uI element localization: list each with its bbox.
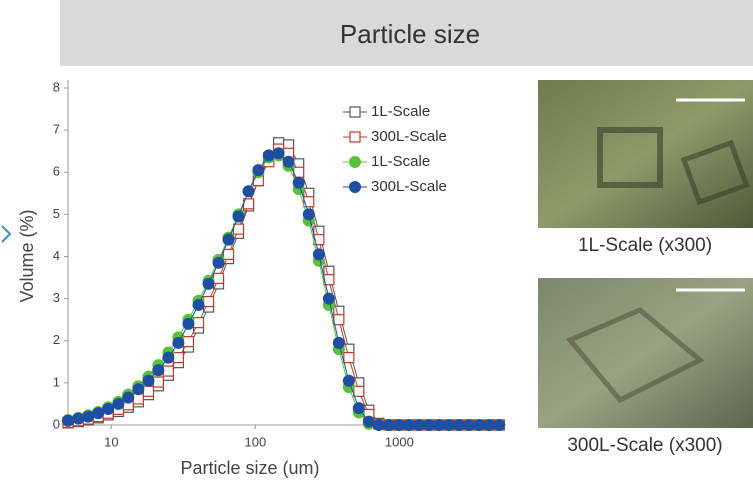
crystal bbox=[597, 127, 663, 188]
x-tick-label: 10 bbox=[104, 434, 118, 449]
point bbox=[132, 383, 145, 396]
y-tick-label: 3 bbox=[53, 290, 60, 305]
point bbox=[182, 335, 195, 348]
legend-label: 300L-Scale bbox=[371, 128, 447, 145]
point bbox=[162, 351, 175, 364]
point bbox=[473, 419, 486, 431]
point bbox=[202, 277, 215, 290]
x-tick-label: 100 bbox=[244, 434, 266, 449]
point bbox=[142, 374, 155, 387]
point bbox=[182, 317, 195, 330]
point bbox=[192, 298, 205, 311]
y-tick-label: 8 bbox=[53, 79, 60, 94]
legend-marker bbox=[349, 156, 361, 168]
image-caption: 300L-Scale (x300) bbox=[567, 435, 722, 456]
point bbox=[322, 292, 335, 305]
header-bar bbox=[60, 0, 753, 66]
point bbox=[152, 364, 165, 377]
point bbox=[142, 385, 155, 397]
legend-label: 1L-Scale bbox=[371, 153, 430, 170]
point bbox=[412, 419, 425, 431]
y-tick-label: 1 bbox=[53, 374, 60, 389]
y-tick-label: 4 bbox=[53, 248, 60, 263]
crystal bbox=[565, 307, 705, 404]
header-title: Particle size bbox=[340, 19, 480, 49]
point bbox=[232, 210, 245, 223]
point bbox=[132, 393, 144, 405]
point bbox=[453, 419, 466, 431]
point bbox=[342, 374, 355, 387]
point bbox=[192, 317, 205, 329]
micrograph bbox=[538, 80, 753, 228]
point bbox=[392, 419, 405, 431]
point bbox=[323, 274, 335, 286]
point bbox=[82, 410, 95, 423]
point bbox=[72, 412, 85, 425]
y-tick-label: 6 bbox=[53, 164, 60, 179]
point bbox=[333, 314, 345, 326]
x-tick-label: 1000 bbox=[385, 434, 414, 449]
point bbox=[242, 185, 255, 198]
legend-marker bbox=[349, 131, 361, 143]
point bbox=[382, 419, 395, 431]
point bbox=[252, 164, 265, 177]
point bbox=[272, 147, 285, 160]
point bbox=[262, 149, 275, 162]
point bbox=[423, 419, 436, 431]
point bbox=[112, 397, 125, 410]
legend-marker bbox=[349, 106, 361, 118]
point bbox=[463, 419, 476, 431]
point bbox=[92, 407, 105, 420]
point bbox=[362, 415, 375, 428]
point bbox=[372, 419, 385, 431]
legend-label: 300L-Scale bbox=[371, 178, 447, 195]
point bbox=[172, 352, 184, 364]
point bbox=[282, 155, 295, 168]
point bbox=[443, 419, 456, 431]
point bbox=[212, 256, 225, 269]
point bbox=[402, 419, 415, 431]
point bbox=[152, 376, 164, 388]
point bbox=[352, 402, 365, 415]
point bbox=[302, 208, 315, 221]
image-caption: 1L-Scale (x300) bbox=[578, 235, 712, 256]
point bbox=[172, 336, 185, 349]
point bbox=[433, 419, 446, 431]
y-axis-label: Volume (%) bbox=[17, 209, 37, 302]
point bbox=[493, 419, 506, 431]
y-tick-label: 7 bbox=[53, 122, 60, 137]
point bbox=[343, 352, 355, 364]
arrow bbox=[1, 225, 12, 243]
micrograph bbox=[538, 278, 753, 428]
point bbox=[483, 419, 496, 431]
point bbox=[292, 176, 305, 189]
point bbox=[332, 336, 345, 349]
point bbox=[62, 414, 74, 427]
y-tick-label: 5 bbox=[53, 206, 60, 221]
point bbox=[122, 391, 135, 404]
point bbox=[222, 233, 235, 246]
point bbox=[303, 196, 315, 208]
point bbox=[312, 248, 325, 261]
y-tick-label: 2 bbox=[53, 332, 60, 347]
x-axis-label: Particle size (um) bbox=[180, 458, 319, 478]
legend-label: 1L-Scale bbox=[371, 103, 430, 120]
point bbox=[353, 385, 365, 397]
point bbox=[202, 295, 215, 308]
crystal bbox=[680, 139, 750, 206]
point bbox=[102, 402, 115, 415]
point bbox=[222, 248, 235, 260]
legend-marker bbox=[349, 181, 361, 193]
point bbox=[162, 365, 175, 377]
y-tick-label: 0 bbox=[53, 416, 60, 431]
point bbox=[212, 272, 225, 285]
